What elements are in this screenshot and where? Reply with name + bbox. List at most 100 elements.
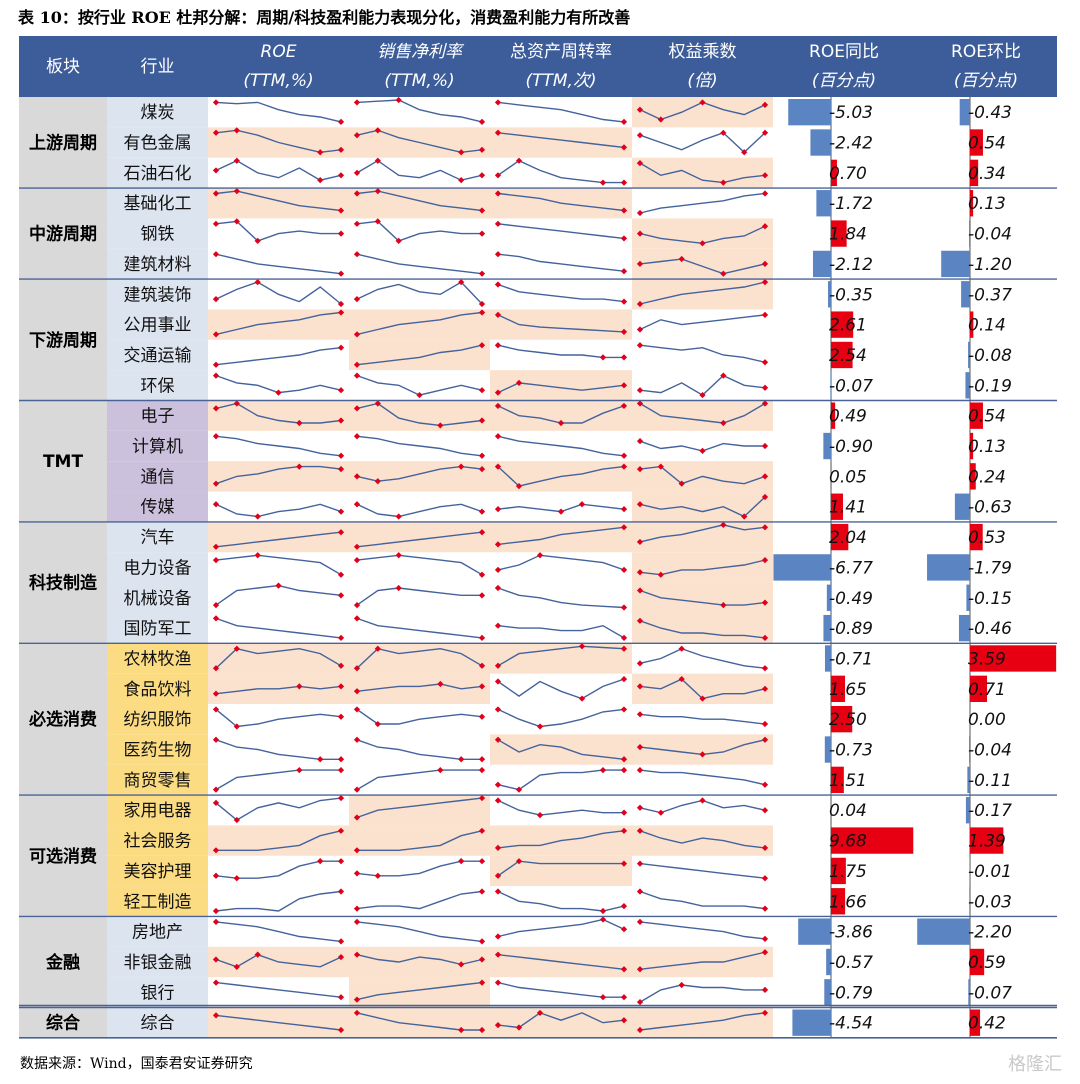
sparkline-ato	[497, 708, 625, 728]
industry-label: 计算机	[132, 437, 183, 457]
sparkline-point	[620, 767, 628, 774]
highlight-cell	[349, 643, 490, 674]
sparkline-point	[536, 552, 544, 559]
sector-label: 综合	[46, 1013, 81, 1034]
sparkline-point	[761, 807, 769, 814]
sparkline-point	[699, 447, 706, 455]
sparkline-point	[620, 903, 628, 910]
sparkline-point	[636, 860, 644, 867]
sparkline-point	[296, 419, 303, 427]
sparkline-ato	[497, 526, 625, 546]
sparkline-point	[761, 359, 769, 366]
sparkline-em	[639, 281, 766, 305]
value-qoq: 0.14	[968, 316, 1006, 336]
sparkline-point	[317, 177, 324, 184]
sparkline-point	[478, 465, 486, 473]
sparkline-point	[353, 296, 361, 303]
industry-cell-bg	[107, 612, 208, 644]
value-yoy: 1.66	[829, 892, 867, 912]
sparkline-point	[720, 601, 727, 609]
industry-label: 银行	[141, 983, 175, 1003]
sparkline-point	[337, 118, 345, 126]
sparkline-point	[620, 179, 628, 186]
value-yoy: 1.41	[829, 498, 867, 518]
sparkline-point	[536, 723, 544, 730]
value-yoy: -0.90	[829, 437, 873, 457]
value-qoq: -0.37	[968, 285, 1012, 305]
highlight-cell	[349, 825, 490, 856]
sparkline-point	[478, 683, 486, 690]
industry-cell-bg	[107, 127, 208, 158]
sparkline-point	[353, 169, 361, 176]
bar-yoy	[831, 766, 844, 794]
sparkline-point	[337, 387, 345, 394]
sparkline-em	[639, 589, 766, 606]
bar-yoy	[828, 281, 831, 308]
highlight-cell	[490, 309, 632, 340]
sparkline-ato	[497, 981, 624, 998]
sparkline-ato	[497, 223, 625, 240]
sparkline-em	[639, 890, 766, 910]
sparkline-point	[557, 419, 565, 427]
sparkline-point	[395, 96, 402, 104]
bar-qoq	[965, 797, 970, 824]
sparkline-point	[494, 706, 502, 713]
sparkline-point	[458, 756, 465, 763]
value-qoq: 0.24	[968, 467, 1006, 487]
sparkline-point	[233, 157, 240, 164]
sparkline-point	[353, 501, 361, 508]
industry-cell-bg	[107, 552, 208, 583]
bar-yoy	[831, 311, 854, 338]
sparkline-point	[353, 996, 361, 1003]
value-qoq: -0.11	[968, 771, 1012, 791]
bar-qoq	[970, 463, 976, 490]
sparkline-em	[639, 713, 766, 725]
sparkline-point	[353, 557, 361, 564]
bar-yoy	[788, 99, 831, 126]
industry-label: 非银金融	[124, 953, 192, 973]
highlight-cell	[490, 1007, 632, 1038]
sparkline-point	[478, 387, 486, 394]
sparkline-point	[761, 473, 769, 480]
sparkline-point	[620, 809, 628, 816]
sparkline-point	[494, 99, 502, 106]
sector-label: 下游周期	[29, 330, 97, 351]
sparkline-point	[337, 938, 345, 945]
sparkline-ato	[497, 739, 625, 760]
sparkline-point	[353, 706, 361, 713]
bar-qoq	[970, 523, 983, 551]
bar-yoy	[831, 857, 846, 885]
sparkline-point	[478, 827, 486, 834]
highlight-cell	[349, 339, 490, 371]
sparkline-point	[317, 756, 324, 763]
bar-qoq	[970, 159, 979, 187]
sparkline-em	[639, 258, 766, 275]
sparkline-em	[639, 951, 766, 970]
value-qoq: 1.39	[968, 832, 1006, 852]
highlight-cell	[349, 946, 490, 978]
sparkline-point	[478, 592, 486, 599]
sparkline-npm	[356, 311, 483, 336]
sparkline-point	[620, 298, 628, 305]
value-qoq: 0.59	[968, 953, 1006, 973]
sparkline-point	[620, 926, 628, 933]
industry-label: 社会服务	[124, 832, 192, 852]
sparkline-point	[478, 508, 486, 515]
bar-qoq	[970, 432, 974, 460]
bar-qoq	[966, 584, 970, 611]
sparkline-point	[337, 994, 345, 1001]
sparkline-point	[494, 888, 502, 895]
sparkline-point	[233, 875, 240, 882]
sparkline-point	[636, 132, 644, 139]
sparkline-point	[437, 422, 444, 429]
sparkline-em	[639, 984, 765, 1003]
sector-label: 金融	[45, 952, 80, 973]
industry-label: 家用电器	[124, 801, 192, 821]
sparkline-point	[636, 465, 644, 473]
highlight-cell	[490, 127, 632, 158]
sparkline-point	[678, 480, 685, 487]
bar-qoq	[959, 99, 970, 126]
value-qoq: -0.43	[968, 103, 1012, 123]
sparkline-point	[620, 207, 628, 214]
sparkline-point	[761, 720, 769, 728]
